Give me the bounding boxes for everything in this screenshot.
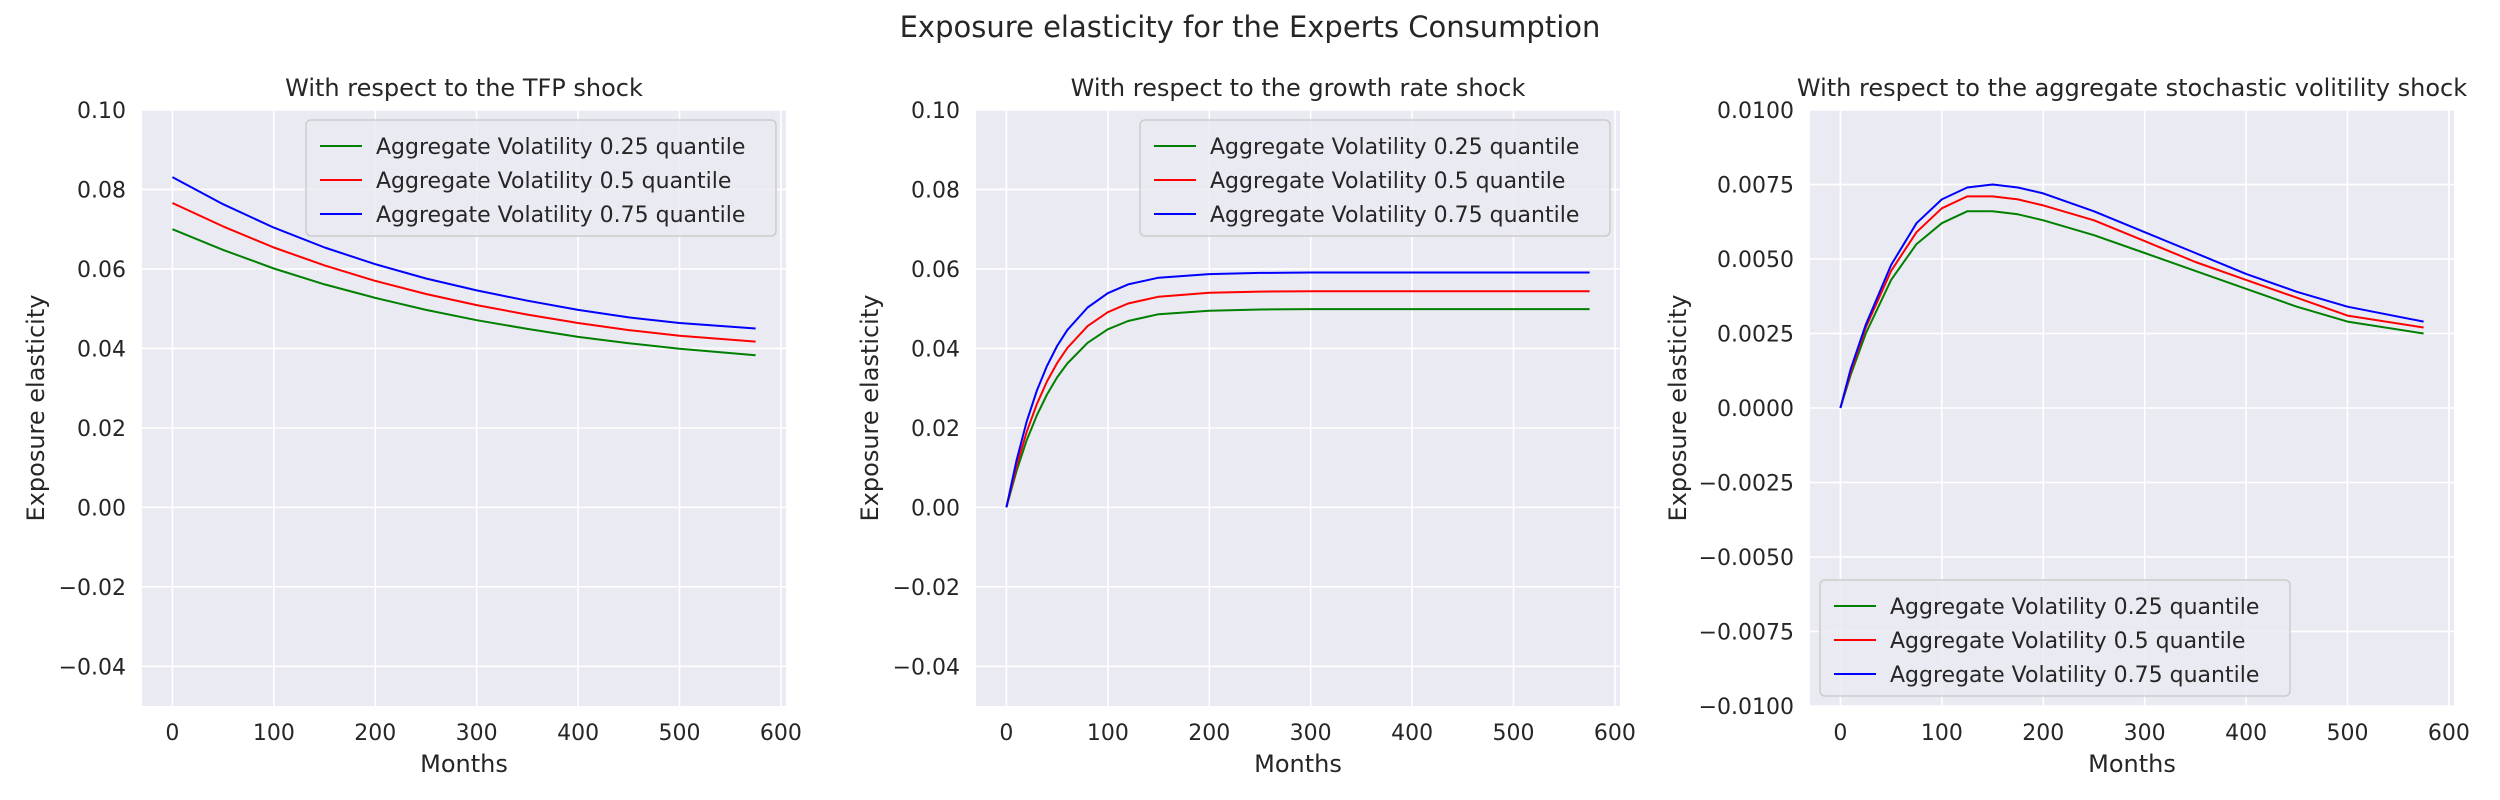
series-line-3 — [1005, 271, 1590, 508]
y-tick-label: −0.0075 — [1699, 621, 1794, 646]
x-tick-label: 500 — [659, 721, 701, 746]
y-tick-label: 0.00 — [911, 496, 960, 521]
legend: Aggregate Volatility 0.25 quantile Aggreg… — [1819, 579, 2291, 697]
legend-label: Aggregate Volatility 0.75 quantile — [1890, 663, 2259, 688]
x-tick-label: 200 — [1188, 721, 1230, 746]
x-tick-label: 100 — [1087, 721, 1129, 746]
x-tick-label: 300 — [456, 721, 498, 746]
chart-title: With respect to the growth rate shock — [1071, 74, 1526, 102]
y-tick-label: 0.0025 — [1717, 323, 1794, 348]
y-tick-label: −0.02 — [893, 576, 960, 601]
legend-label: Aggregate Volatility 0.25 quantile — [376, 135, 745, 160]
x-tick-label: 0 — [165, 721, 179, 746]
legend-label: Aggregate Volatility 0.5 quantile — [1210, 169, 1565, 194]
x-tick-label: 500 — [2327, 721, 2369, 746]
y-tick-label: −0.04 — [893, 655, 960, 680]
x-tick-label: 600 — [760, 721, 802, 746]
chart-panel-1: 0 100 200 300 400 500 600 −0.04 −0.02 0.00 0.02 0.0… — [22, 74, 802, 778]
x-tick-label: 500 — [1493, 721, 1535, 746]
y-tick-label: −0.0100 — [1699, 695, 1794, 720]
y-tick-label: 0.08 — [77, 178, 126, 203]
y-tick-label: 0.06 — [911, 258, 960, 283]
x-axis-label: Months — [420, 750, 508, 778]
series-line-2 — [1005, 290, 1590, 508]
series-line-1 — [1005, 308, 1590, 508]
y-tick-label: −0.0050 — [1699, 546, 1794, 571]
x-tick-label: 400 — [2225, 721, 2267, 746]
x-tick-label: 400 — [557, 721, 599, 746]
legend-label: Aggregate Volatility 0.5 quantile — [376, 169, 731, 194]
y-tick-label: 0.0075 — [1717, 174, 1794, 199]
legend-box — [1819, 579, 2291, 697]
x-tick-label: 600 — [2428, 721, 2470, 746]
y-tick-label: 0.10 — [77, 99, 126, 124]
series-line-3 — [171, 176, 756, 330]
chart-title: With respect to the aggregate stochastic… — [1797, 74, 2467, 102]
x-tick-label: 400 — [1391, 721, 1433, 746]
legend-box — [305, 119, 777, 237]
y-tick-label: 0.02 — [77, 417, 126, 442]
y-tick-label: 0.06 — [77, 258, 126, 283]
x-tick-label: 300 — [1290, 721, 1332, 746]
x-tick-label: 100 — [1921, 721, 1963, 746]
series-line-3 — [1839, 183, 2424, 409]
y-tick-label: −0.04 — [59, 655, 126, 680]
y-axis-label: Exposure elasticity — [1664, 295, 1692, 522]
x-tick-label: 300 — [2124, 721, 2166, 746]
y-tick-label: −0.02 — [59, 576, 126, 601]
x-tick-label: 200 — [2022, 721, 2064, 746]
y-tick-label: 0.0050 — [1717, 248, 1794, 273]
x-axis-label: Months — [2088, 750, 2176, 778]
y-tick-label: 0.00 — [77, 496, 126, 521]
legend-label: Aggregate Volatility 0.75 quantile — [1210, 203, 1579, 228]
legend-label: Aggregate Volatility 0.75 quantile — [376, 203, 745, 228]
x-tick-label: 200 — [354, 721, 396, 746]
x-tick-label: 0 — [999, 721, 1013, 746]
y-tick-label: 0.04 — [77, 337, 126, 362]
y-axis-label: Exposure elasticity — [856, 295, 884, 522]
x-tick-label: 600 — [1594, 721, 1636, 746]
legend-label: Aggregate Volatility 0.5 quantile — [1890, 629, 2245, 654]
chart-panel-2: 0 100 200 300 400 500 600 −0.04 −0.02 0.00 0.02 0.0… — [856, 74, 1636, 778]
legend-box — [1139, 119, 1611, 237]
y-tick-label: 0.0100 — [1717, 99, 1794, 124]
y-tick-label: −0.0025 — [1699, 472, 1794, 497]
chart-panel-3: 0 100 200 300 400 500 600 −0.0100 −0.0075 −0.0050… — [1664, 74, 2470, 778]
figure-title: Exposure elasticity for the Experts Cons… — [899, 10, 1601, 44]
legend-label: Aggregate Volatility 0.25 quantile — [1210, 135, 1579, 160]
y-tick-label: 0.10 — [911, 99, 960, 124]
y-tick-label: 0.0000 — [1717, 397, 1794, 422]
x-tick-label: 0 — [1833, 721, 1847, 746]
y-tick-label: 0.08 — [911, 178, 960, 203]
series-line-2 — [1839, 195, 2424, 409]
y-axis-label: Exposure elasticity — [22, 295, 50, 522]
series-line-1 — [1839, 210, 2424, 409]
y-tick-label: 0.02 — [911, 417, 960, 442]
chart-title: With respect to the TFP shock — [285, 74, 643, 102]
legend: Aggregate Volatility 0.25 quantile Aggreg… — [305, 119, 777, 237]
x-tick-label: 100 — [253, 721, 295, 746]
legend: Aggregate Volatility 0.25 quantile Aggreg… — [1139, 119, 1611, 237]
legend-label: Aggregate Volatility 0.25 quantile — [1890, 595, 2259, 620]
x-axis-label: Months — [1254, 750, 1342, 778]
series-line-2 — [171, 202, 756, 343]
y-tick-label: 0.04 — [911, 337, 960, 362]
series-line-1 — [172, 228, 756, 357]
